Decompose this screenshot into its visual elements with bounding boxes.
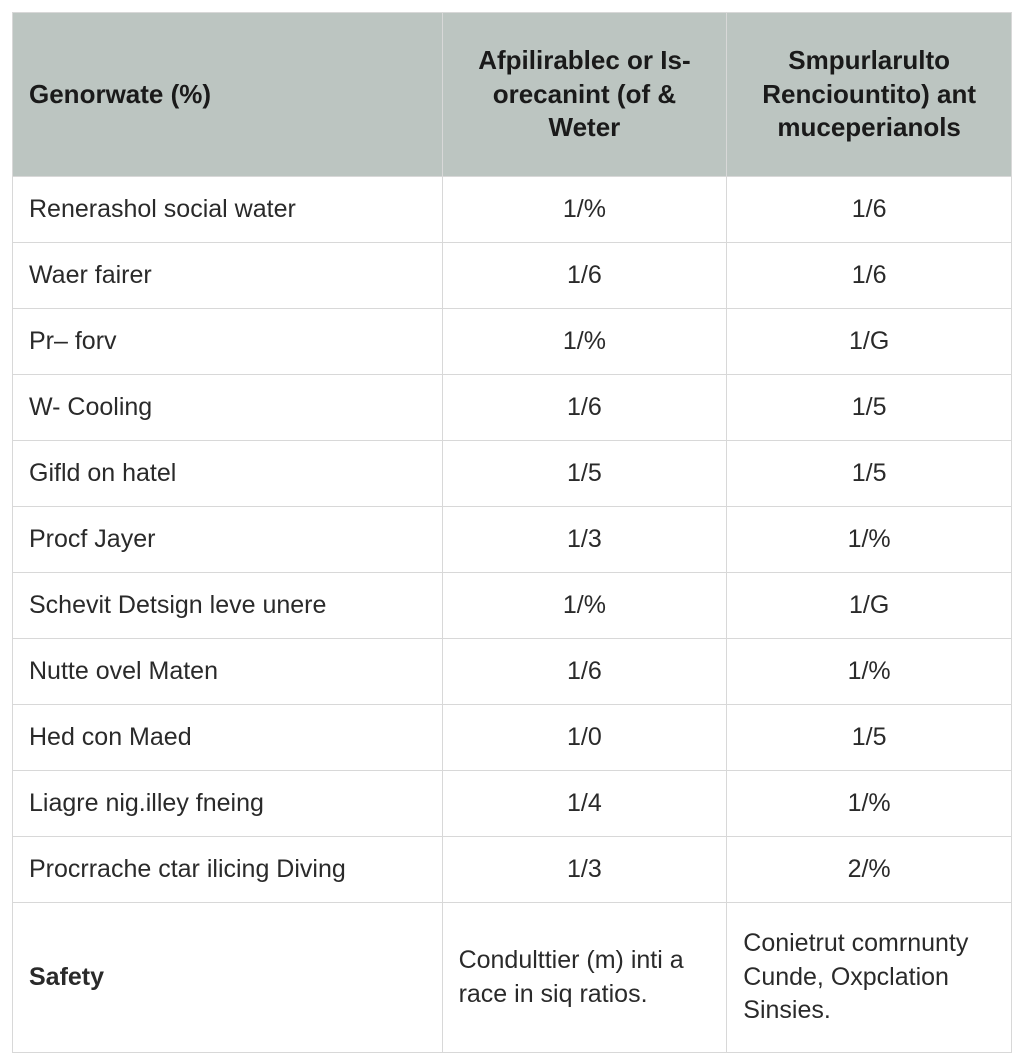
row-col3: 1/6 [727,243,1012,309]
row-col3: 1/5 [727,441,1012,507]
row-col2: 1/% [442,573,727,639]
row-col3: 1/% [727,639,1012,705]
table-row: Liagre nig.illey fneing 1/4 1/% [13,771,1012,837]
row-label: Hed con Maed [13,705,443,771]
data-table: Genorwate (%) Afpilirablec or Is-orecani… [12,12,1012,1053]
row-label: Nutte ovel Maten [13,639,443,705]
column-header-1: Genorwate (%) [13,13,443,177]
row-col3: 2/% [727,837,1012,903]
row-col2: 1/6 [442,639,727,705]
row-col2: 1/% [442,177,727,243]
table-row: Hed con Maed 1/0 1/5 [13,705,1012,771]
table-row: Gifld on hatel 1/5 1/5 [13,441,1012,507]
row-col3: 1/5 [727,705,1012,771]
row-col2: 1/3 [442,507,727,573]
row-col2: 1/4 [442,771,727,837]
table-row: Waer fairer 1/6 1/6 [13,243,1012,309]
table-row: Pr– forv 1/% 1/G [13,309,1012,375]
row-label: Pr– forv [13,309,443,375]
table-body: Renerashol social water 1/% 1/6 Waer fai… [13,177,1012,1053]
row-col3: 1/6 [727,177,1012,243]
row-col3: 1/% [727,771,1012,837]
row-label: Liagre nig.illey fneing [13,771,443,837]
row-label: Procf Jayer [13,507,443,573]
row-col2: 1/3 [442,837,727,903]
row-label: Procrrache ctar ilicing Diving [13,837,443,903]
table-row: Nutte ovel Maten 1/6 1/% [13,639,1012,705]
row-col3: 1/% [727,507,1012,573]
row-col3: 1/G [727,573,1012,639]
row-col2: 1/% [442,309,727,375]
table-footer-row: Safety Condulttier (m) inti a race in si… [13,903,1012,1053]
row-col2: 1/0 [442,705,727,771]
row-col2: 1/6 [442,243,727,309]
table-row: Renerashol social water 1/% 1/6 [13,177,1012,243]
row-label: Waer fairer [13,243,443,309]
row-label: Renerashol social water [13,177,443,243]
row-label: Schevit Detsign leve unere [13,573,443,639]
row-col2: 1/6 [442,375,727,441]
row-col2: 1/5 [442,441,727,507]
footer-label: Safety [13,903,443,1053]
table-row: Schevit Detsign leve unere 1/% 1/G [13,573,1012,639]
footer-col2: Condulttier (m) inti a race in siq ratio… [442,903,727,1053]
column-header-2: Afpilirablec or Is-orecanint (of & Weter [442,13,727,177]
table-row: Procrrache ctar ilicing Diving 1/3 2/% [13,837,1012,903]
row-col3: 1/G [727,309,1012,375]
row-label: W- Cooling [13,375,443,441]
row-label: Gifld on hatel [13,441,443,507]
table-row: Procf Jayer 1/3 1/% [13,507,1012,573]
column-header-3: Smpurlarulto Renciountito) ant muceperia… [727,13,1012,177]
row-col3: 1/5 [727,375,1012,441]
footer-col3: Conietrut comrnunty Cunde, Oxpclation Si… [727,903,1012,1053]
table-row: W- Cooling 1/6 1/5 [13,375,1012,441]
table-header-row: Genorwate (%) Afpilirablec or Is-orecani… [13,13,1012,177]
